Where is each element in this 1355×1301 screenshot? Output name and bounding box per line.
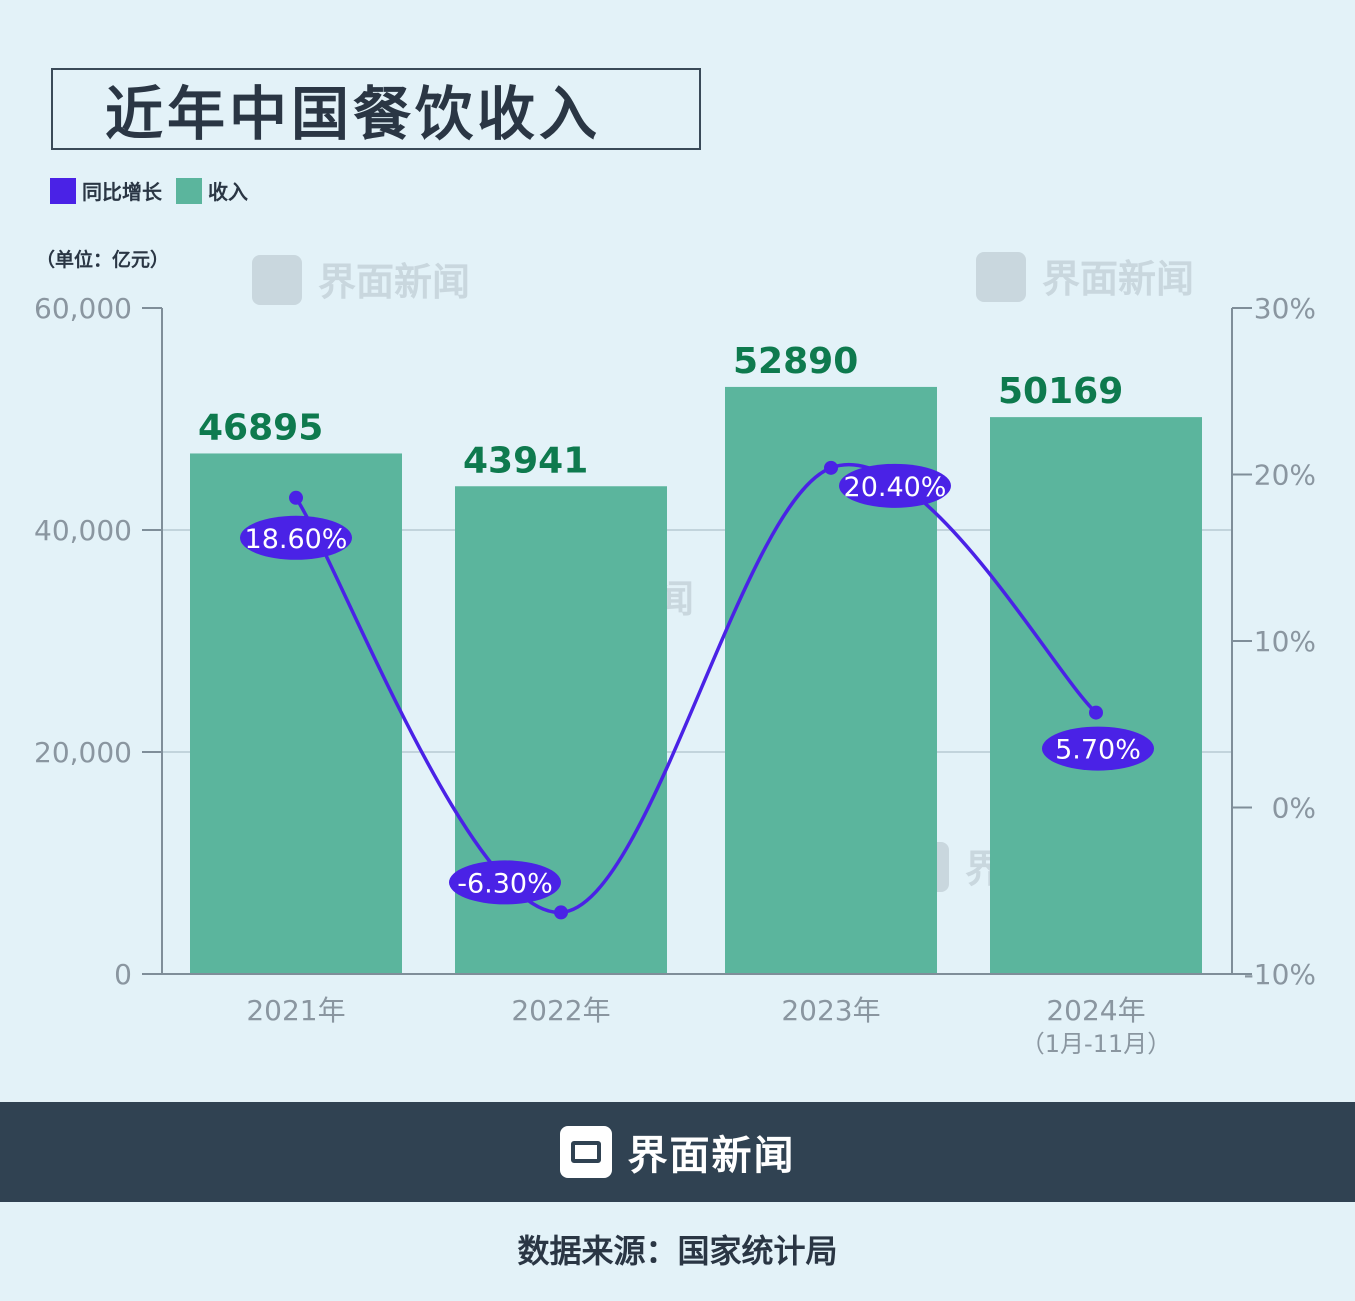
bar-value-label: 46895 — [198, 407, 323, 448]
right-axis-tick-label: -10% — [1244, 958, 1316, 991]
left-axis-tick-label: 20,000 — [34, 736, 132, 769]
bar-revenue-2024年 — [990, 417, 1202, 974]
title-box: 近年中国餐饮收入 — [51, 68, 701, 150]
brand-logo-icon — [559, 1126, 612, 1178]
growth-line — [294, 463, 1098, 915]
x-axis-tick-label: 2023年 — [781, 994, 880, 1027]
growth-point — [554, 905, 568, 920]
growth-label-bg — [839, 463, 951, 508]
watermark-text: 界面新闻 — [1042, 257, 1194, 301]
x-axis-tick-label: 2022年 — [511, 994, 610, 1027]
right-axis-tick-label: 10% — [1254, 625, 1316, 658]
growth-label-bg — [449, 860, 561, 905]
growth-label-bg — [1042, 726, 1154, 771]
legend-item-revenue: 收入 — [176, 176, 248, 205]
chart-title: 近年中国餐饮收入 — [105, 80, 602, 148]
legend-item-growth: 同比增长 — [50, 176, 162, 205]
watermark-logo-icon — [976, 252, 1026, 302]
legend-label-revenue: 收入 — [208, 180, 248, 204]
growth-value-label: 20.40% — [844, 472, 947, 503]
legend-swatch-revenue — [176, 177, 202, 204]
x-axis-sublabel: （1月-11月） — [1021, 1030, 1171, 1058]
left-axis-tick-label: 0 — [114, 958, 132, 991]
right-axis-tick-label: 20% — [1254, 459, 1316, 492]
watermark-text: 界面新闻 — [318, 260, 470, 304]
growth-value-label: 18.60% — [245, 524, 348, 555]
x-axis-tick-label: 2021年 — [246, 994, 345, 1027]
footer-bar: 界面新闻 — [0, 1102, 1355, 1202]
legend-label-growth: 同比增长 — [82, 180, 162, 204]
growth-value-label: -6.30% — [457, 868, 553, 899]
left-axis-tick-label: 60,000 — [34, 292, 132, 325]
x-axis-tick-label: 2024年 — [1046, 994, 1145, 1027]
growth-label-bg — [240, 515, 352, 560]
bar-value-label: 52890 — [733, 341, 858, 382]
legend: 同比增长 收入 — [50, 176, 248, 205]
source-note: 数据来源：国家统计局 — [517, 1232, 838, 1270]
footer-brand: 界面新闻 — [627, 1133, 796, 1179]
legend-swatch-growth — [50, 177, 76, 204]
right-axis-tick-label: 0% — [1272, 792, 1316, 825]
growth-point — [824, 460, 838, 475]
growth-point — [1089, 705, 1103, 720]
bar-value-label: 50169 — [998, 371, 1123, 412]
right-axis-tick-label: 30% — [1254, 292, 1316, 325]
growth-point — [289, 490, 303, 505]
chart: 界面新闻界面新闻界面新闻界面新闻46895439415289050169020,… — [34, 252, 1316, 1058]
unit-label: （单位：亿元） — [36, 249, 170, 271]
left-axis-tick-label: 40,000 — [34, 514, 132, 547]
bar-value-label: 43941 — [463, 440, 588, 481]
growth-value-label: 5.70% — [1055, 735, 1141, 766]
watermark-logo-icon — [252, 255, 302, 305]
